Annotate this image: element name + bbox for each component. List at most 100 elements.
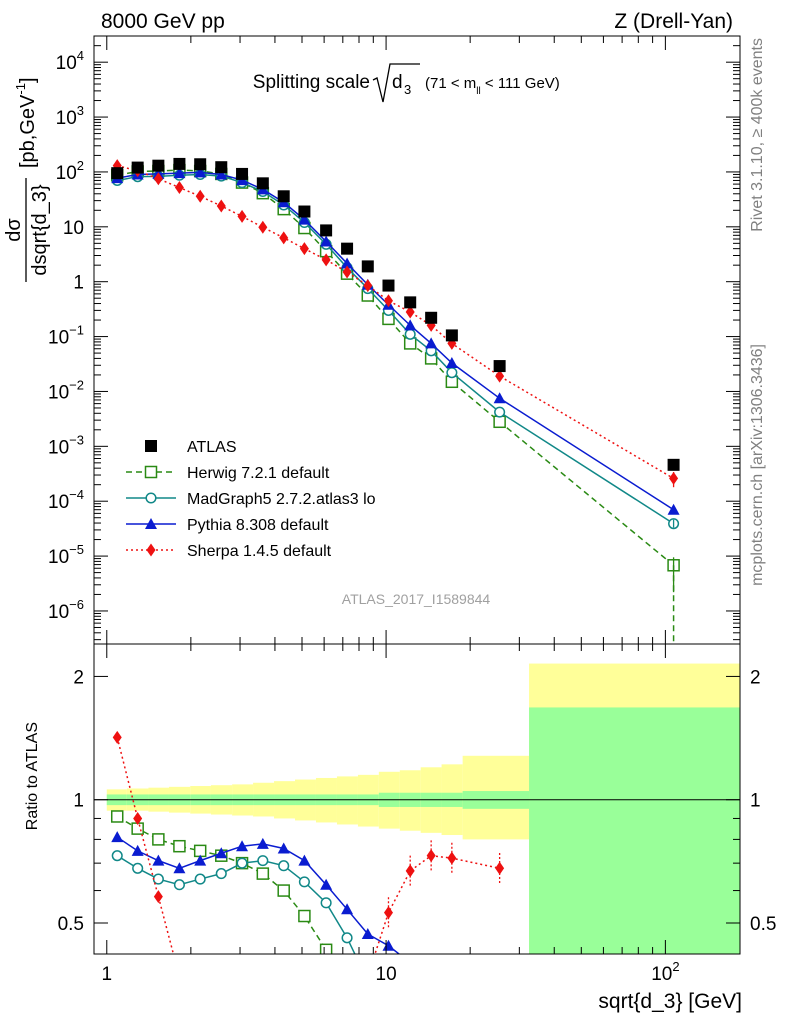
main-y-label: dσ dsqrt{d_3} [pb,GeV-1] bbox=[3, 77, 51, 282]
main-y-tick-label: 10 bbox=[63, 218, 84, 239]
legend-item-atlas: ATLAS bbox=[145, 439, 237, 456]
main-y-tick-label: 10−6 bbox=[48, 597, 84, 623]
main-y-tick-label: 103 bbox=[56, 103, 84, 129]
pythia-ratio-point bbox=[111, 831, 124, 843]
ratio-series-herwig bbox=[110, 810, 333, 954]
atlas-point bbox=[493, 360, 506, 373]
sherpa-point bbox=[383, 294, 393, 308]
madgraph-ratio-point bbox=[257, 855, 269, 867]
madgraph-ratio-point bbox=[341, 932, 353, 944]
pythia-point bbox=[173, 167, 186, 179]
y-label-numerator: dσ bbox=[3, 218, 25, 242]
madgraph-ratio-point bbox=[320, 897, 332, 909]
main-y-tick-label: 102 bbox=[56, 158, 84, 184]
herwig-ratio-point bbox=[298, 909, 311, 923]
sherpa-point bbox=[216, 199, 226, 213]
atlas-point bbox=[361, 260, 374, 273]
madgraph-ratio-point bbox=[132, 862, 144, 874]
main-y-tick-label: 10−1 bbox=[48, 323, 84, 349]
main-y-tick-label: 104 bbox=[56, 48, 84, 74]
pythia-line bbox=[117, 171, 674, 511]
ratio-plot-frame bbox=[93, 643, 741, 955]
pythia-ratio-point bbox=[152, 854, 165, 866]
main-y-tick-label: 10−3 bbox=[48, 432, 84, 458]
plot-title: Splitting scale d 3 (71 < mll < 111 GeV) bbox=[253, 63, 560, 103]
ratio-y-tick-label-right: 1 bbox=[750, 791, 761, 812]
pythia-ratio-point bbox=[256, 837, 269, 849]
pythia-ratio-point bbox=[215, 847, 228, 859]
ratio-y-tick-label-right: 0.5 bbox=[750, 914, 776, 935]
title-main: Splitting scale bbox=[253, 72, 370, 93]
atlas-point bbox=[131, 161, 144, 174]
title-range: (71 < mll < 111 GeV) bbox=[425, 75, 560, 97]
herwig-ratio-point bbox=[110, 810, 124, 823]
atlas-point bbox=[215, 161, 228, 174]
herwig-ratio-line bbox=[116, 815, 330, 954]
herwig-point bbox=[493, 415, 506, 429]
main-y-tick-label: 10−5 bbox=[48, 542, 84, 568]
title-sqrt-sub: 3 bbox=[404, 82, 411, 97]
ratio-plot: 0.5 0.5 1 1 2 2 1 10 102 Ratio to ATLAS sqrt{d_3… bbox=[24, 643, 776, 1013]
atlas-point bbox=[194, 158, 207, 171]
madgraph-point bbox=[446, 367, 458, 379]
atlas-point bbox=[277, 190, 290, 203]
legend: ATLAS Herwig 7.2.1 default MadGraph5 2.7.2… bbox=[126, 439, 376, 560]
pythia-ratio-point bbox=[320, 878, 333, 890]
title-sqrt-d: d bbox=[392, 72, 403, 93]
ratio-series-madgraph bbox=[111, 850, 356, 954]
sherpa-ratio-point bbox=[133, 811, 143, 825]
legend-marker-madgraph bbox=[145, 492, 157, 504]
sherpa-line bbox=[117, 164, 674, 480]
title-sqrt-symbol bbox=[372, 63, 420, 103]
atlas-point bbox=[236, 167, 249, 180]
sherpa-point bbox=[321, 253, 331, 267]
atlas-point bbox=[382, 279, 395, 292]
sherpa-ratio-point bbox=[112, 730, 122, 744]
ratio-y-label: Ratio to ATLAS bbox=[24, 722, 41, 830]
madgraph-ratio-point bbox=[194, 873, 206, 885]
pythia-point bbox=[215, 168, 228, 180]
pythia-ratio-point bbox=[277, 842, 290, 854]
herwig-ratio-point bbox=[277, 884, 290, 897]
main-y-tick-label: 10−2 bbox=[48, 377, 84, 403]
pythia-ratio-point bbox=[382, 939, 395, 951]
sherpa-point bbox=[174, 181, 184, 195]
ratio-series-sherpa bbox=[112, 730, 175, 954]
herwig-ratio-point bbox=[173, 839, 186, 853]
legend-label-pythia: Pythia 8.308 default bbox=[187, 517, 329, 534]
pythia-point bbox=[341, 257, 354, 269]
band-inner bbox=[529, 707, 740, 954]
atlas-point bbox=[425, 311, 438, 324]
x-tick-label: 10 bbox=[376, 964, 397, 985]
madgraph-point bbox=[494, 406, 506, 418]
ratio-y-tick-label: 2 bbox=[73, 667, 84, 688]
herwig-ratio-point bbox=[319, 943, 333, 954]
sherpa-ratio-point bbox=[365, 965, 374, 978]
sherpa-ratio-point bbox=[153, 890, 163, 904]
ratio-y-tick-label: 0.5 bbox=[58, 914, 84, 935]
pythia-ratio-point bbox=[298, 854, 311, 866]
madgraph-ratio-point bbox=[111, 850, 123, 862]
pythia-point bbox=[425, 337, 438, 349]
madgraph-ratio-point bbox=[152, 873, 164, 885]
ratio-y-tick-label-right: 2 bbox=[750, 667, 761, 688]
sherpa-ratio-point bbox=[405, 864, 415, 878]
sherpa-point bbox=[405, 305, 415, 319]
series-sherpa bbox=[112, 159, 679, 485]
atlas-point bbox=[341, 242, 354, 255]
y-label-denominator: dsqrt{d_3} bbox=[29, 184, 51, 276]
sherpa-point bbox=[363, 279, 373, 293]
pythia-point bbox=[320, 235, 333, 247]
x-tick-label: 102 bbox=[651, 959, 679, 985]
legend-marker-pythia bbox=[145, 518, 157, 529]
pythia-point bbox=[493, 392, 506, 404]
atlas-point bbox=[256, 177, 269, 190]
rivet-version-text: Rivet 3.1.10, ≥ 400k events bbox=[749, 38, 766, 232]
herwig-ratio-point bbox=[256, 867, 270, 880]
sherpa-ratio-point bbox=[426, 849, 436, 863]
analysis-watermark: ATLAS_2017_I1589844 bbox=[342, 591, 491, 607]
sherpa-point bbox=[279, 231, 289, 245]
legend-item-madgraph: MadGraph5 2.7.2.atlas3 lo bbox=[126, 491, 376, 508]
madgraph-ratio-point bbox=[298, 876, 310, 888]
